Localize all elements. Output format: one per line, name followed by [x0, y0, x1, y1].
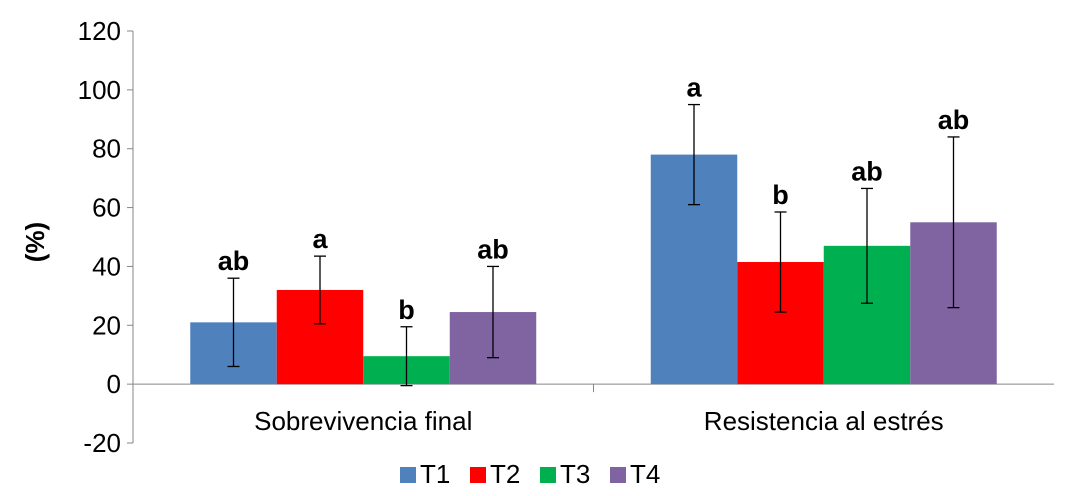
- legend-swatch-t1: [400, 467, 416, 483]
- y-tick-label: 0: [107, 369, 121, 399]
- legend: T1 T2 T3 T4: [400, 459, 660, 489]
- legend-swatch-t3: [540, 467, 556, 483]
- legend-swatch-t2: [470, 467, 486, 483]
- category-label: Resistencia al estrés: [704, 406, 944, 436]
- significance-label: ab: [477, 234, 509, 264]
- y-tick-label: 60: [92, 193, 121, 223]
- significance-label: ab: [851, 156, 883, 186]
- y-tick-label: 100: [78, 75, 121, 105]
- significance-label: a: [312, 224, 328, 254]
- significance-label: b: [398, 295, 415, 325]
- significance-label: b: [772, 180, 789, 210]
- category-labels: Sobrevivencia final Resistencia al estrés: [254, 406, 944, 436]
- y-tick-label: 20: [92, 310, 121, 340]
- legend-label: T4: [630, 459, 660, 489]
- legend-swatch-t4: [610, 467, 626, 483]
- category-label: Sobrevivencia final: [254, 406, 472, 436]
- significance-label: a: [686, 73, 702, 103]
- y-tick-label: 80: [92, 134, 121, 164]
- legend-label: T3: [560, 459, 590, 489]
- bars: [190, 154, 997, 385]
- y-axis-label: (%): [20, 222, 50, 262]
- significance-label: ab: [218, 246, 250, 276]
- axes: -20 0 20 40 60 80 100 120: [78, 16, 1054, 458]
- significance-label: ab: [938, 105, 970, 135]
- y-tick-label: 40: [92, 251, 121, 281]
- legend-label: T2: [490, 459, 520, 489]
- y-tick-label: 120: [78, 16, 121, 46]
- y-tick-label: -20: [83, 428, 121, 458]
- error-bars: [227, 103, 960, 387]
- legend-label: T1: [420, 459, 450, 489]
